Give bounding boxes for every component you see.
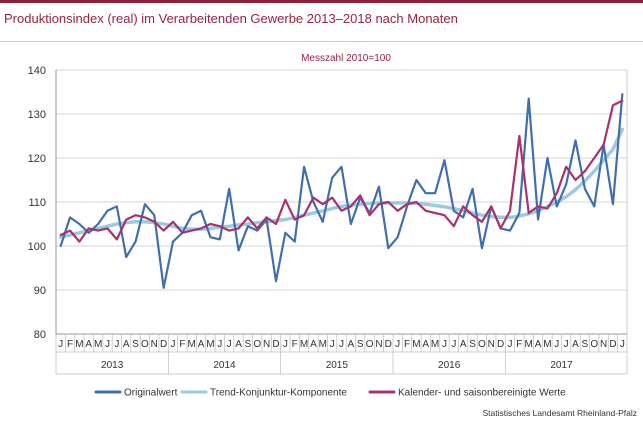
y-tick-label: 140 [28,65,46,77]
y-tick-label: 100 [28,241,46,253]
month-label: S [582,339,589,350]
legend-label-3: Kalender- und saisonbereinigte Werte [398,388,566,399]
month-label: J [620,339,625,350]
month-label: M [94,339,102,350]
month-label: M [319,339,327,350]
month-label: J [564,339,569,350]
month-label: J [395,339,400,350]
month-label: F [404,339,410,350]
month-label: S [469,339,476,350]
month-label: J [114,339,119,350]
month-label: M [543,339,551,350]
month-label: D [497,339,504,350]
month-label: O [478,339,486,350]
month-label: D [609,339,616,350]
source-note: Statistisches Landesamt Rheinland-Pfalz [482,408,638,418]
month-label: N [600,339,607,350]
month-label: A [348,339,355,350]
year-label: 2013 [101,360,124,371]
series-line-1 [59,93,624,289]
y-tick-label: 110 [28,197,46,209]
legend: Originalwert Trend-Konjunktur-Komponente K… [94,388,566,399]
page-title: Produktionsindex (real) im Verarbeitende… [4,11,458,26]
legend-label-2: Trend-Konjunktur-Komponente [210,388,347,399]
y-tick-label: 120 [28,153,46,165]
month-label: F [67,339,73,350]
series-line-3 [59,99,624,243]
month-label: N [375,339,382,350]
y-tick-label: 90 [34,285,46,297]
month-label: S [245,339,252,350]
month-label: N [263,339,270,350]
month-label: A [235,339,242,350]
month-label: M [206,339,214,350]
month-label: A [535,339,542,350]
legend-label-1: Originalwert [124,388,178,399]
year-label: 2015 [326,360,349,371]
month-label: N [151,339,158,350]
month-label: J [283,339,288,350]
month-label: O [141,339,149,350]
month-label: J [554,339,559,350]
month-label: M [75,339,83,350]
month-label: J [330,339,335,350]
month-label: A [422,339,429,350]
series-lines [58,93,625,289]
month-label: J [339,339,344,350]
month-label: F [292,339,298,350]
month-label: J [105,339,110,350]
y-tick-label: 130 [28,109,46,121]
year-label: 2016 [438,360,461,371]
month-label: S [132,339,139,350]
top-accent-rule [0,0,643,3]
axes: 80 90 100 110 120 130 140 [28,65,628,375]
month-label: J [507,339,512,350]
month-label: A [85,339,92,350]
month-label: M [412,339,420,350]
month-label: J [451,339,456,350]
month-label: D [385,339,392,350]
month-label: J [227,339,232,350]
month-label: O [366,339,374,350]
month-label: A [460,339,467,350]
month-label: A [198,339,205,350]
month-label: A [310,339,317,350]
month-label: M [431,339,439,350]
month-label: O [590,339,598,350]
y-tick-label: 80 [34,329,46,341]
month-label: J [217,339,222,350]
month-label: S [357,339,364,350]
month-label: A [572,339,579,350]
series-line-2 [58,127,625,239]
month-label: F [516,339,522,350]
month-label: M [300,339,308,350]
month-label: M [188,339,196,350]
month-label: D [160,339,167,350]
month-label: O [253,339,261,350]
month-label: A [123,339,130,350]
year-label: 2014 [213,360,236,371]
chart-subtitle: Messzahl 2010=100 [301,53,391,64]
month-label: J [58,339,63,350]
month-label: F [179,339,185,350]
title-separator [0,41,643,42]
month-label: M [525,339,533,350]
month-label: J [442,339,447,350]
year-label: 2017 [550,360,573,371]
month-label: J [171,339,176,350]
month-label: D [272,339,279,350]
month-label: N [488,339,495,350]
